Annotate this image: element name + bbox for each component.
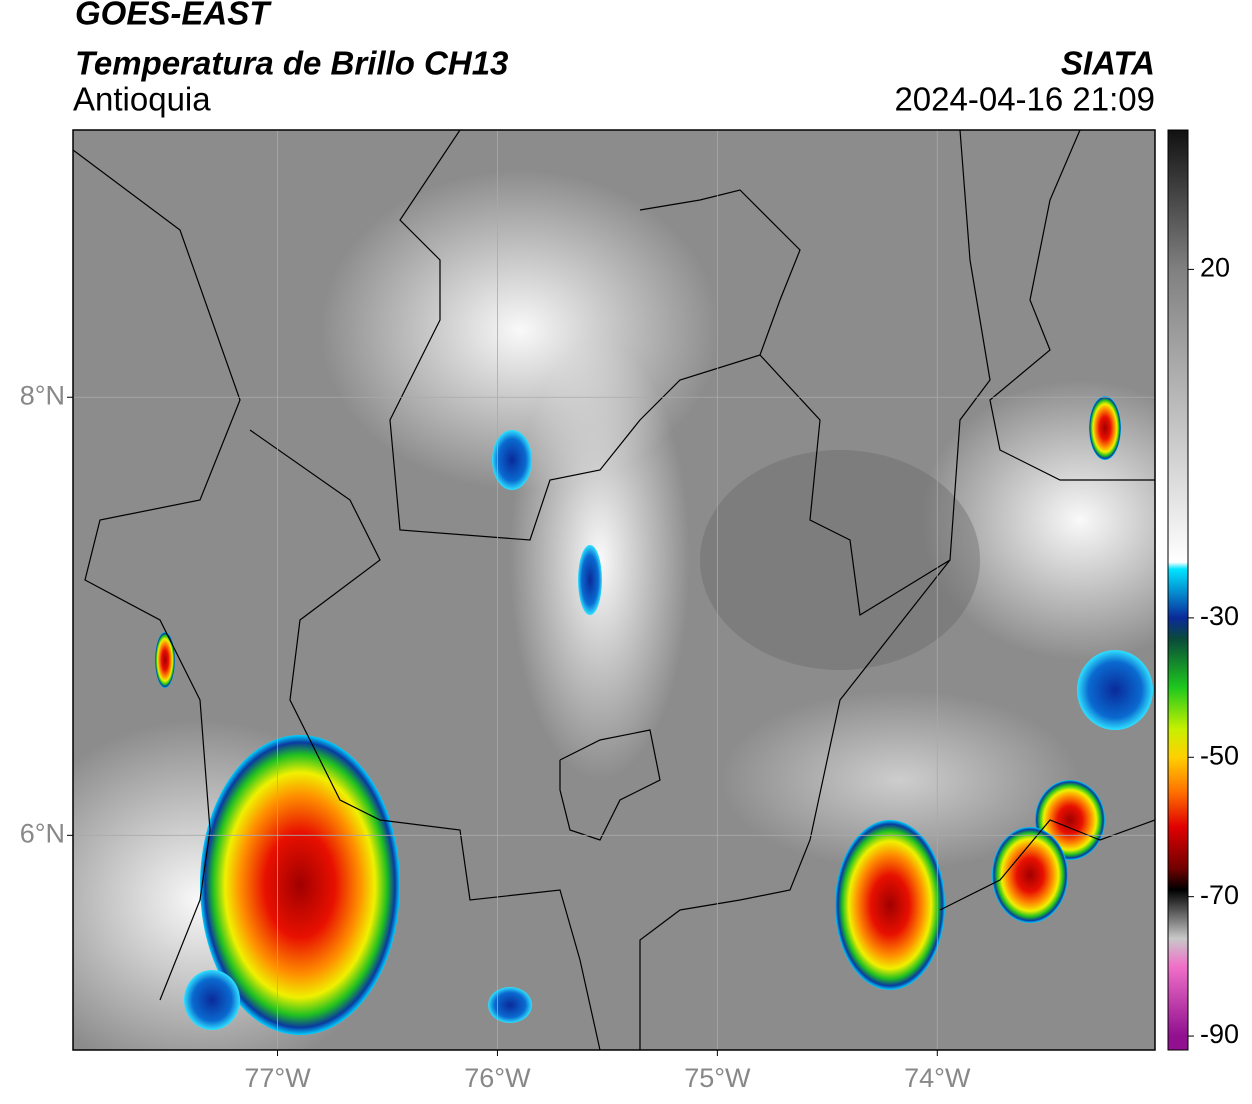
border [249,429,601,1050]
datetime: 2024-04-16 21:09 [894,81,1155,118]
colorbar [1167,129,1189,1051]
region: Antioquia [73,81,211,118]
border [639,559,951,1050]
border [389,130,801,541]
storm [155,632,175,688]
cold-cloud [578,545,602,615]
colorbar-tick-label: -90 [1200,1019,1239,1049]
x-tick-label: 75°W [684,1063,751,1093]
storm [992,827,1068,923]
x-tick-label: 76°W [464,1063,531,1093]
graticule [73,130,1155,1050]
cold-cloud [492,430,532,490]
x-tick-label: 74°W [904,1063,971,1093]
borders [73,130,1155,1050]
warm-area [700,450,980,670]
cloud [720,690,1080,870]
storm [200,735,400,1035]
map-area [73,130,1155,1050]
border [989,130,1155,481]
storm [1089,396,1121,460]
y-tick-label: 8°N [20,380,65,410]
colorbar-tick-label: -70 [1200,880,1239,910]
colorbar-tick-label: 20 [1200,253,1230,283]
x-tick-label: 77°W [244,1063,311,1093]
border [73,149,241,1001]
source: SIATA [1061,45,1155,82]
title: GOES-EAST [75,0,272,32]
map-frame [72,129,1156,1051]
cold-cloud [488,987,532,1023]
subtitle: Temperatura de Brillo CH13 [75,45,508,82]
colorbar-tick-label: -30 [1200,601,1239,631]
colorbar-tick-label: -50 [1200,740,1239,770]
y-tick-label: 6°N [20,818,65,848]
storm [835,820,945,990]
cloud [510,340,690,780]
cold-cloud [184,970,240,1030]
border [939,819,1155,911]
cold-cloud [1077,650,1153,730]
border [559,729,661,841]
border [759,130,991,616]
